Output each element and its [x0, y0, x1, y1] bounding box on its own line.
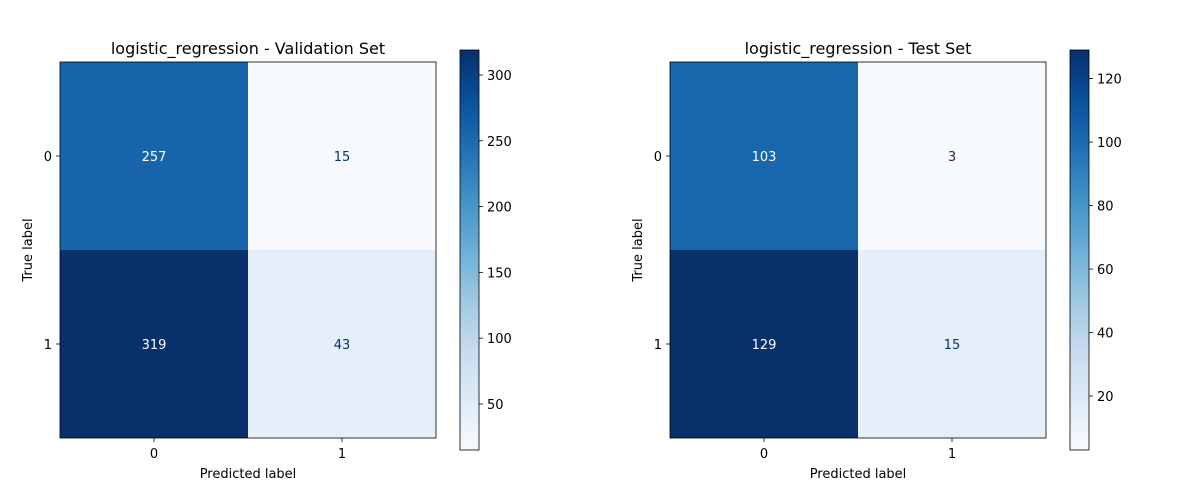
confusion-matrix-panel: logistic_regression - Test Set 103 3 129 15 0… [631, 39, 1122, 482]
x-axis-label: Predicted label [200, 467, 297, 482]
cell-value-label: 257 [142, 150, 167, 165]
chart-title: logistic_regression - Validation Set [111, 39, 385, 59]
y-tick-label: 0 [654, 150, 662, 165]
cell-value-label: 129 [752, 338, 777, 353]
x-axis-label: Predicted label [810, 467, 907, 482]
colorbar [1069, 49, 1090, 451]
cell-value-label: 3 [948, 150, 956, 165]
x-tick-label: 1 [338, 447, 346, 462]
y-tick-label: 1 [654, 338, 662, 353]
matrix-cell [248, 62, 436, 250]
matrix-cell [858, 62, 1046, 250]
colorbar-tick-label: 150 [487, 266, 512, 281]
plot-frame [669, 61, 1047, 439]
matrix-cell [60, 62, 248, 250]
colorbar-tick-label: 40 [1097, 327, 1114, 342]
x-tick-label: 1 [948, 447, 956, 462]
cell-value-label: 15 [334, 150, 351, 165]
matrix-cell [60, 250, 248, 438]
cell-value-label: 319 [142, 338, 167, 353]
y-tick-label: 1 [44, 338, 52, 353]
y-tick-label: 0 [44, 150, 52, 165]
x-tick-label: 0 [150, 447, 158, 462]
cell-value-label: 103 [752, 150, 777, 165]
y-axis-label: True label [21, 218, 36, 282]
y-axis-label: True label [631, 218, 646, 282]
colorbar-tick-label: 80 [1097, 200, 1114, 215]
colorbar-tick-label: 20 [1097, 390, 1114, 405]
colorbar [459, 49, 480, 451]
x-tick-label: 0 [760, 447, 768, 462]
colorbar-tick-label: 250 [487, 135, 512, 150]
matrix-cell [858, 250, 1046, 438]
plot-frame [59, 61, 437, 439]
colorbar-tick-label: 200 [487, 201, 512, 216]
colorbar-tick-label: 60 [1097, 263, 1114, 278]
cell-value-label: 43 [334, 338, 351, 353]
matrix-cell [670, 250, 858, 438]
cell-value-label: 15 [944, 338, 961, 353]
matrix-cell [248, 250, 436, 438]
confusion-matrix-panel: logistic_regression - Validation Set 257 1… [21, 39, 512, 482]
chart-title: logistic_regression - Test Set [745, 39, 972, 59]
colorbar-tick-label: 300 [487, 69, 512, 84]
colorbar-tick-label: 50 [487, 398, 504, 413]
matrix-cell [670, 62, 858, 250]
colorbar-tick-label: 120 [1097, 73, 1122, 88]
colorbar-tick-label: 100 [1097, 136, 1122, 151]
colorbar-tick-label: 100 [487, 332, 512, 347]
